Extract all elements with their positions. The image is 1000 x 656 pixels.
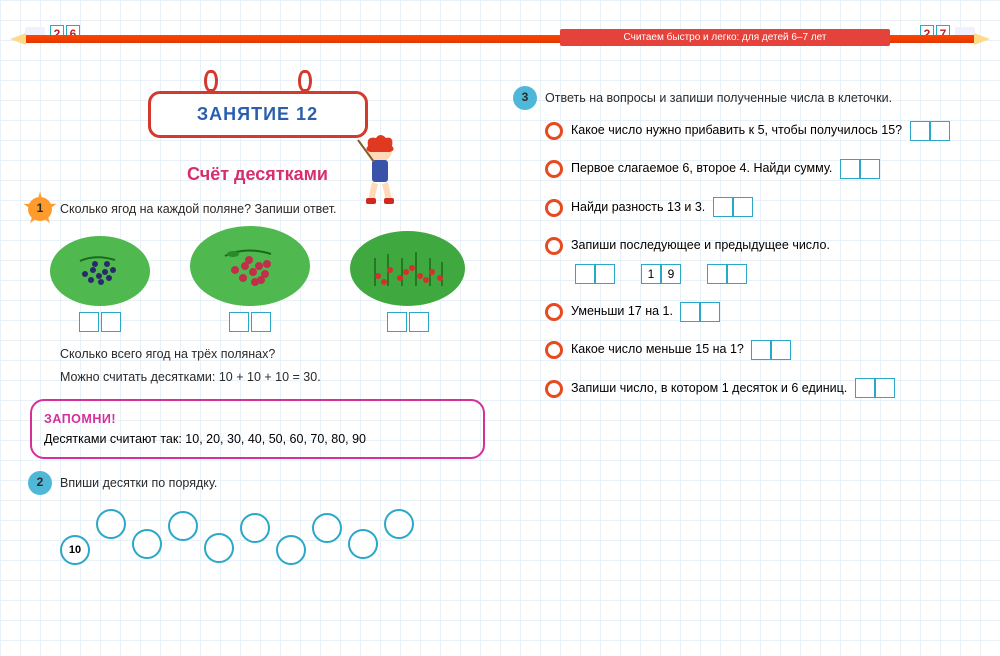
task-number-badge: 2 [28,471,52,495]
answer-cells[interactable] [910,121,950,141]
lesson-banner: ЗАНЯТИЕ 12 [148,70,368,138]
chain-circle[interactable] [348,529,378,559]
left-page: ЗАНЯТИЕ 12 Счёт десятками 1 Сколько ягод… [30,60,485,569]
chain-circle[interactable] [240,513,270,543]
answer-cells[interactable] [713,197,753,217]
question-text: Какое число нужно прибавить к 5, чтобы п… [571,123,902,137]
number-sequence-row[interactable]: 19 [575,264,970,284]
question-text: Первое слагаемое 6, второе 4. Найди сумм… [571,161,832,175]
meadow-3 [350,231,465,306]
task-text: Ответь на вопросы и запиши полученные чи… [545,91,892,105]
question-text: Запиши число, в котором 1 десяток и 6 ед… [571,381,847,395]
answer-cells[interactable] [840,159,880,179]
answer-cells[interactable] [680,302,720,322]
task-3: 3 Ответь на вопросы и запиши полученные … [515,88,970,108]
question-item: Найди разность 13 и 3. [545,197,970,218]
task-2: 2 Впиши десятки по порядку. [30,473,485,493]
chain-circle[interactable] [312,513,342,543]
chain-circle[interactable]: 10 [60,535,90,565]
question-text: Какое число меньше 15 на 1? [571,342,744,356]
chain-circle[interactable] [276,535,306,565]
question-item: Первое слагаемое 6, второе 4. Найди сумм… [545,158,970,179]
task-number-badge: 3 [513,86,537,110]
task1-hint: Можно считать десятками: 10 + 10 + 10 = … [30,367,485,388]
question-list: Какое число нужно прибавить к 5, чтобы п… [515,120,970,399]
task-text: Сколько ягод на каждой поляне? Запиши от… [60,202,337,216]
subtitle: Счёт десятками [30,164,485,185]
answer-cells[interactable] [79,312,121,332]
task1-question: Сколько всего ягод на трёх полянах? [30,344,485,365]
question-item: Запиши последующее и предыдущее число. 1… [545,235,970,284]
task-number-badge: 1 [28,197,52,221]
meadow-2 [190,226,310,306]
chain-circle[interactable] [204,533,234,563]
question-text: Запиши последующее и предыдущее число. [571,238,830,252]
question-item: Запиши число, в котором 1 десяток и 6 ед… [545,378,970,399]
question-item: Какое число нужно прибавить к 5, чтобы п… [545,120,970,141]
answer-cells[interactable] [855,378,895,398]
question-item: Какое число меньше 15 на 1? [545,339,970,360]
chain-circle[interactable] [132,529,162,559]
right-page: 3 Ответь на вопросы и запиши полученные … [515,60,970,569]
lesson-title: ЗАНЯТИЕ 12 [148,91,368,138]
answer-cells[interactable] [229,312,271,332]
remember-text: Десятками считают так: 10, 20, 30, 40, 5… [44,429,471,449]
remember-box: ЗАПОМНИ! Десятками считают так: 10, 20, … [30,399,485,459]
question-text: Найди разность 13 и 3. [571,200,705,214]
task-1: 1 Сколько ягод на каждой поляне? Запиши … [30,199,485,219]
answer-cells[interactable] [751,340,791,360]
header-ribbon: Считаем быстро и легко: для детей 6–7 ле… [560,29,890,46]
question-text: Уменьши 17 на 1. [571,304,673,318]
tens-chain[interactable]: 10 [50,499,485,569]
meadows-row [30,227,485,332]
remember-title: ЗАПОМНИ! [44,409,471,429]
answer-cells[interactable] [387,312,429,332]
task-text: Впиши десятки по порядку. [60,476,217,490]
chain-circle[interactable] [384,509,414,539]
chain-circle[interactable] [168,511,198,541]
meadow-1 [50,236,150,306]
chain-circle[interactable] [96,509,126,539]
question-item: Уменьши 17 на 1. [545,301,970,322]
